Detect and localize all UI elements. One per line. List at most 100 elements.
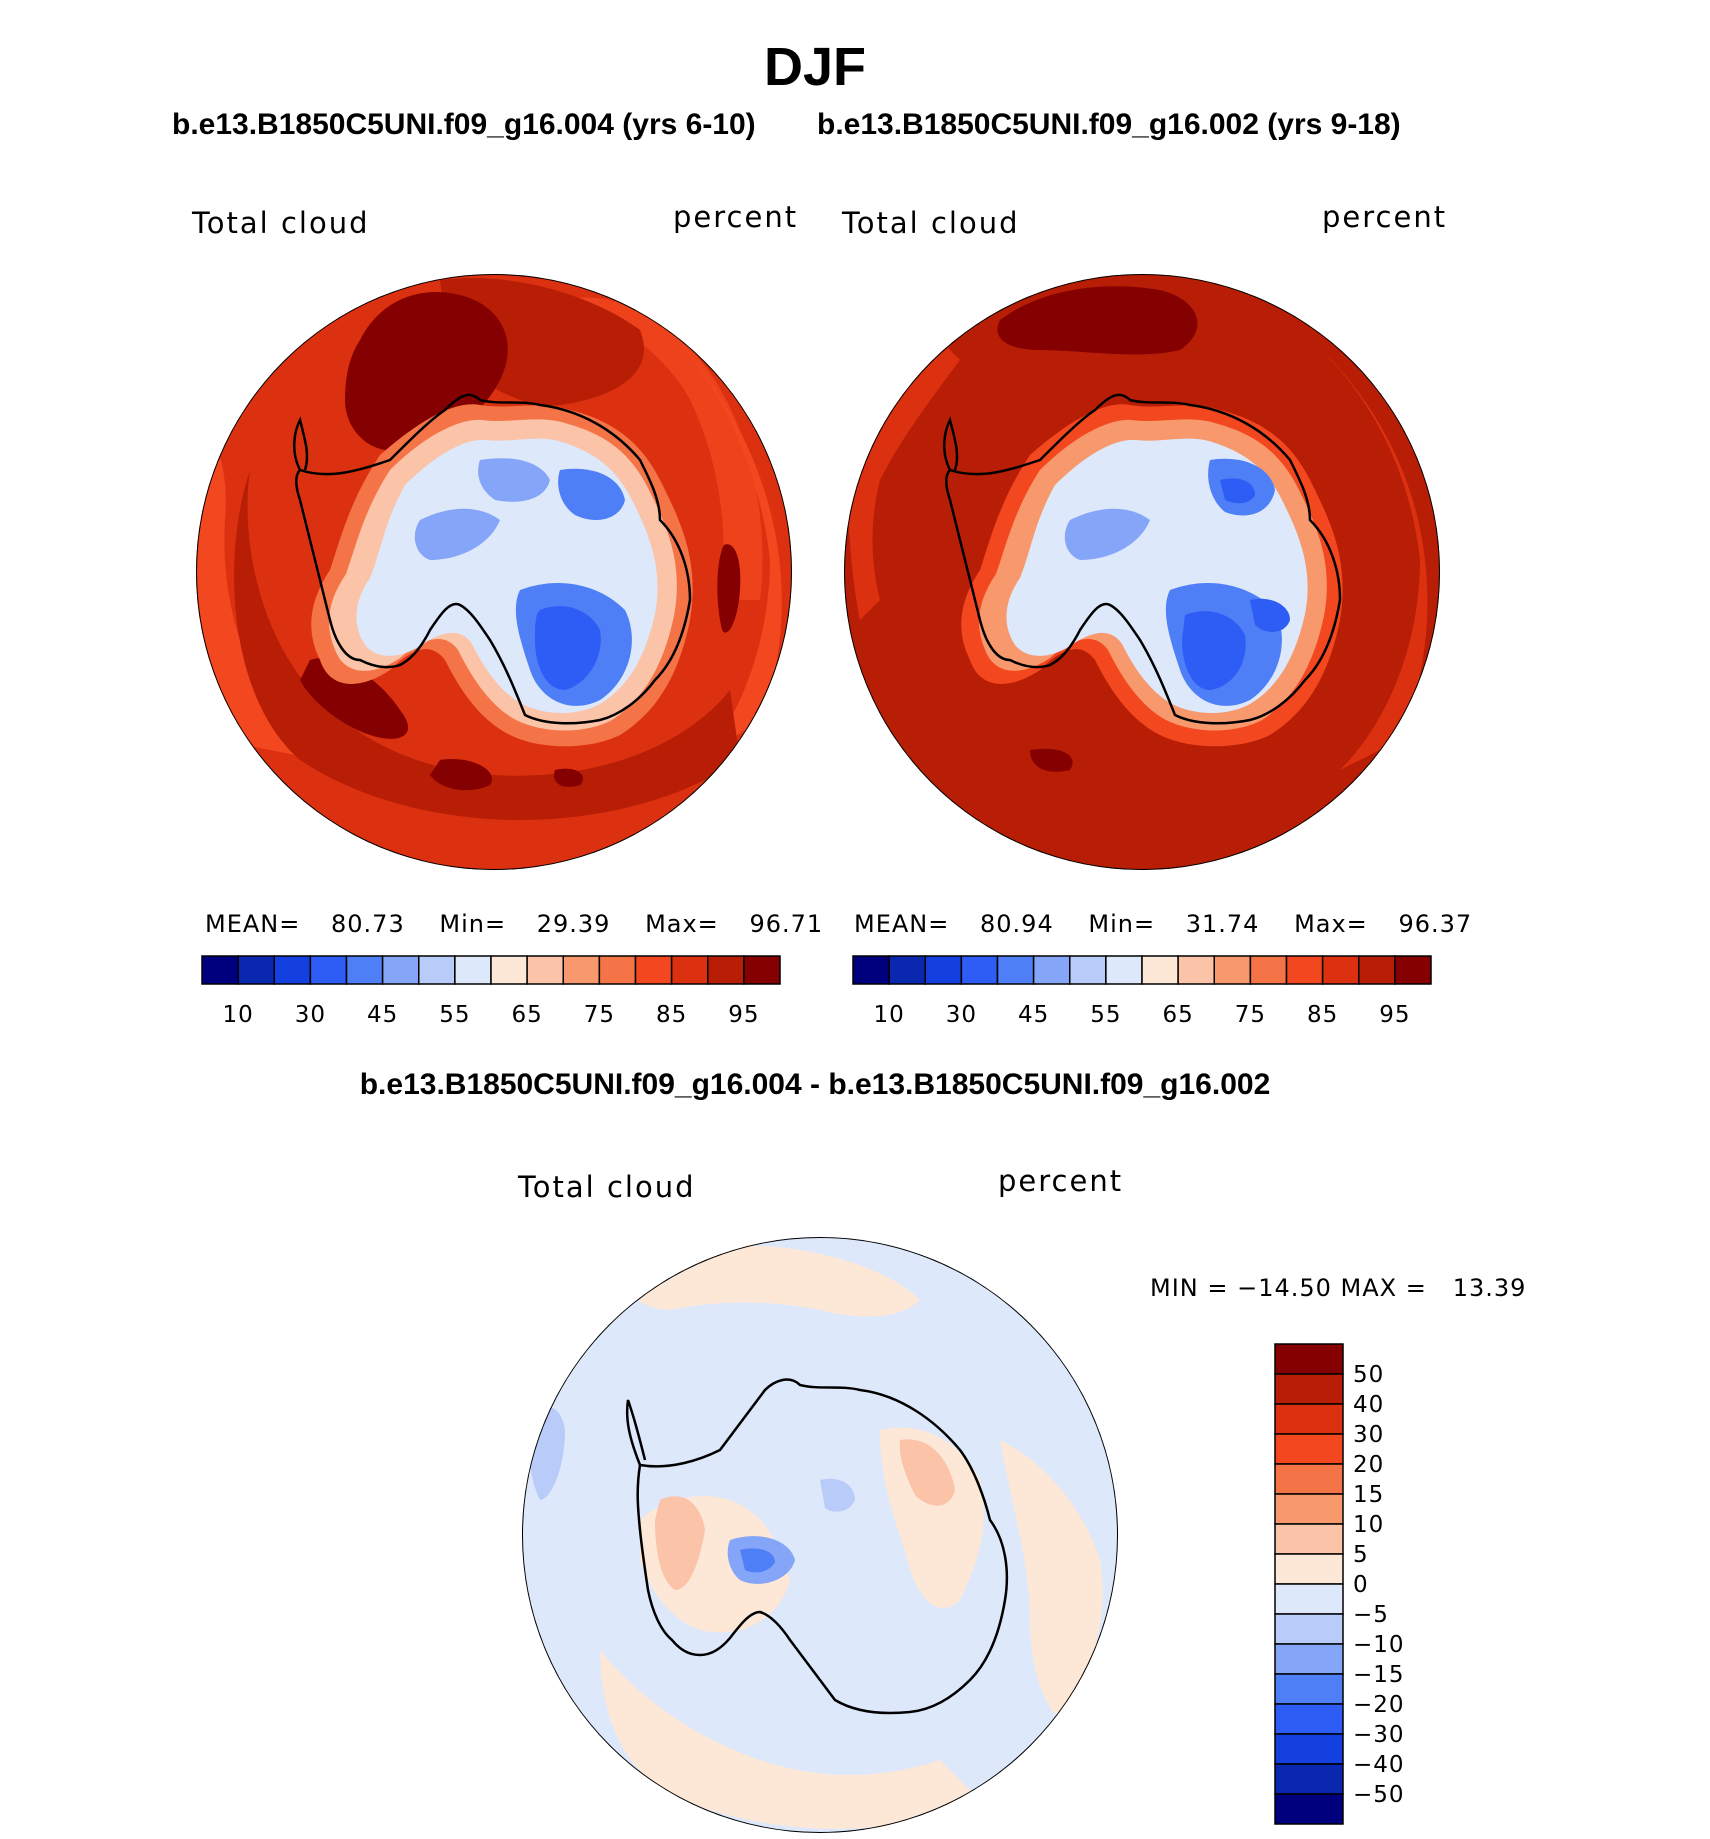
panel3-cool-patch-2: [820, 1478, 855, 1512]
panel2-blue-west: [1064, 508, 1150, 560]
panel1-max-patch-east: [717, 544, 741, 633]
panel3-warm-east: [1000, 1440, 1103, 1720]
panel3-colorbar-box: [1274, 1553, 1344, 1585]
panel1-min-patch: [535, 606, 601, 690]
panel3-colorbar-tick-label: −15: [1353, 1662, 1405, 1688]
panel2-colorbar-tick-label: 45: [1018, 1002, 1049, 1028]
panel2-colorbar-tick-label: 75: [1235, 1002, 1266, 1028]
panel2-max-patch-north: [997, 286, 1198, 355]
panel2-map: [844, 274, 1440, 870]
panel1-colorbar-box: [526, 955, 564, 985]
panel2-colorbar-tick-label: 30: [946, 1002, 977, 1028]
panel3-colorbar-tick-label: 20: [1353, 1452, 1384, 1478]
panel2-colorbar-box: [924, 955, 963, 985]
panel1-colorbar-tick-label: 10: [222, 1002, 253, 1028]
panel1-max-value: 96.71: [749, 910, 824, 938]
panel3-colorbar-box: [1274, 1643, 1344, 1675]
panel3-peninsula: [625, 1399, 647, 1466]
panel1-max-patch-southwest: [300, 658, 409, 739]
panel3-colorbar-box: [1274, 1793, 1344, 1825]
panel1-min-label: Min=: [439, 910, 507, 938]
panel2-colorbar-box: [1249, 955, 1288, 985]
panel3-colorbar-tick-label: −40: [1353, 1752, 1405, 1778]
panel3-colorbar-box: [1274, 1613, 1344, 1645]
panel1-colorbar-tick-label: 55: [439, 1002, 470, 1028]
panel2-colorbar-box: [1032, 955, 1071, 985]
panel3-colorbar-box: [1274, 1373, 1344, 1405]
panel1-mean-value: 80.73: [331, 910, 405, 938]
panel1-colorbar-tick-label: 30: [295, 1002, 326, 1028]
panel3-colorbar-tick-label: 30: [1353, 1422, 1384, 1448]
panel2-max-value: 96.37: [1398, 910, 1473, 938]
panel2-coastline: [945, 393, 1342, 725]
panel1-colorbar-box: [743, 955, 781, 985]
panel2-colorbar-tick-label: 95: [1379, 1002, 1410, 1028]
panel1-peninsula: [293, 416, 309, 471]
panel1-colorbar-box: [201, 955, 239, 985]
panel2-colorbar-box: [1105, 955, 1143, 985]
panel1-colorbar-box: [237, 955, 275, 985]
panel1-blue-west-1: [414, 508, 500, 560]
panel2-units-label: percent: [1322, 200, 1448, 234]
panel2-colorbar-box: [1321, 955, 1360, 985]
panel1-max-label: Max=: [645, 910, 719, 938]
panel1-colorbar-box: [454, 955, 492, 985]
panel1-colorbar-box: [670, 955, 709, 985]
panel3-colorbar-box: [1274, 1583, 1344, 1615]
panel3-colorbar-tick-label: −10: [1353, 1632, 1405, 1658]
panel2-colorbar-box: [1394, 955, 1432, 985]
panel2-variable-label: Total cloud: [842, 206, 1020, 240]
panel2-colorbar-tick-label: 85: [1307, 1002, 1338, 1028]
panel1-blue-center: [478, 458, 550, 502]
panel1-variable-label: Total cloud: [192, 206, 370, 240]
panel3-colorbar-tick-label: −50: [1353, 1782, 1405, 1808]
panel3-colorbar-tick-label: 10: [1353, 1512, 1384, 1538]
panel1-max-patch-south: [430, 759, 492, 791]
panel3-map: [522, 1237, 1118, 1833]
panel1-blue-north-east: [558, 468, 625, 520]
panel1-band-west: [196, 434, 320, 760]
panel2-colorbar-box: [1358, 955, 1396, 985]
panel2-min-label: Min=: [1088, 910, 1156, 938]
case1-title: b.e13.B1850C5UNI.f09_g16.004 (yrs 6-10): [172, 108, 756, 141]
panel1-colorbar-box: [418, 955, 456, 985]
panel2-colorbar-box: [1177, 955, 1215, 985]
panel2-colorbar-box: [888, 955, 926, 985]
panel3-colorbar-box: [1274, 1463, 1344, 1495]
case2-title: b.e13.B1850C5UNI.f09_g16.002 (yrs 9-18): [817, 108, 1401, 141]
panel3-colorbar-tick-label: 5: [1353, 1542, 1369, 1568]
panel1-units-label: percent: [673, 200, 799, 234]
panel3-colorbar-box: [1274, 1433, 1344, 1465]
panel3-colorbar-tick-label: 15: [1353, 1482, 1384, 1508]
panel3-colorbar-tick-label: 50: [1353, 1362, 1384, 1388]
panel1-band-south: [234, 470, 740, 820]
panel3-colorbar-tick-label: −5: [1353, 1602, 1389, 1628]
season-title: DJF: [763, 37, 866, 97]
panel1-colorbar-tick-label: 95: [728, 1002, 759, 1028]
panel3-min-patch: [740, 1548, 775, 1573]
panel1-colorbar-box: [490, 955, 528, 985]
panel2-colorbar-box: [1213, 955, 1252, 985]
panel3-colorbar-box: [1274, 1733, 1344, 1765]
panel2-max-patch-south: [1030, 748, 1073, 772]
panel3-colorbar-tick-label: 0: [1353, 1572, 1369, 1598]
panel2-colorbar-box: [1285, 955, 1324, 985]
panel1-colorbar-box: [309, 955, 348, 985]
panel1-colorbar-tick-label: 85: [656, 1002, 687, 1028]
panel1-colorbar-box: [273, 955, 312, 985]
panel3-colorbar-box: [1274, 1343, 1344, 1375]
panel1-colorbar-box: [381, 955, 420, 985]
panel1-band-northeast: [560, 297, 763, 600]
panel1-colorbar-box: [345, 955, 384, 985]
panel3-background: [522, 1237, 1118, 1833]
panel1-colorbar-box: [707, 955, 745, 985]
panel2-colorbar-box: [1069, 955, 1107, 985]
panel1-min-value: 29.39: [536, 910, 611, 938]
panel2-min-patch-east: [1250, 598, 1290, 632]
panel1-colorbar-box: [634, 955, 673, 985]
panel1-colorbar-tick-label: 45: [367, 1002, 398, 1028]
panel3-colorbar-box: [1274, 1703, 1344, 1735]
panel1-mean-label: MEAN=: [205, 910, 301, 938]
panel3-colorbar-tick-label: −20: [1353, 1692, 1405, 1718]
